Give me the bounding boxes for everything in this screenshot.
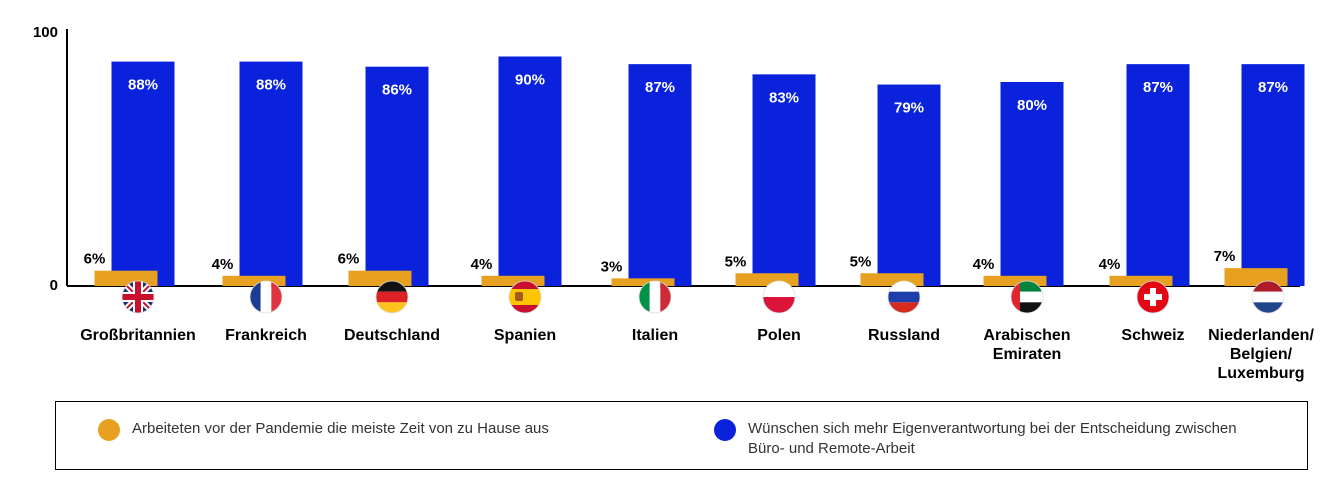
spain-flag-icon: [508, 280, 542, 314]
bar-blue-value-label: 79%: [894, 100, 924, 117]
bar-orange-value-label: 4%: [212, 256, 234, 273]
switzerland-flag-icon: [1136, 280, 1170, 314]
poland-flag-icon: [762, 280, 796, 314]
y-tick-label: 0: [50, 277, 58, 294]
flag-outline: [508, 280, 542, 314]
bar-orange: [94, 270, 158, 286]
chart-bars: 88% 6% 88% 4% 86% 6% 90% 4% 87% 3% 83% 5% 79% 5% 80% 4%…: [84, 56, 1305, 287]
flag-outline: [762, 280, 796, 314]
bar-blue: [111, 61, 175, 286]
uae-flag-icon: [1010, 280, 1044, 314]
flag-outline: [887, 280, 921, 314]
legend-text: Wünschen sich mehr Eigenverantwortung be…: [748, 420, 1237, 457]
bar-blue-value-label: 87%: [645, 79, 675, 96]
category-label: Niederlanden/ Belgien/ Luxemburg: [1208, 327, 1314, 382]
bar-orange: [611, 278, 675, 286]
legend-item-more-autonomy: Wünschen sich mehr Eigenverantwortung be…: [714, 419, 1274, 459]
category-label: Italien: [631, 327, 679, 344]
category-label: Frankreich: [225, 327, 307, 344]
bar-blue: [628, 64, 692, 287]
bar-blue: [877, 84, 941, 286]
bar-blue: [239, 61, 303, 286]
bar-orange-value-label: 4%: [471, 256, 493, 273]
legend: Arbeiteten vor der Pandemie die meiste Z…: [55, 401, 1308, 470]
bar-orange-value-label: 4%: [973, 256, 995, 273]
flag-icons: [121, 280, 1285, 314]
bar-blue: [365, 66, 429, 286]
italy-flag-icon: [638, 280, 672, 314]
bar-orange-value-label: 7%: [1214, 248, 1236, 265]
bar-orange: [1109, 275, 1173, 286]
category-label: Spanien: [493, 327, 557, 344]
bar-blue-value-label: 83%: [769, 89, 799, 106]
category-label: Polen: [757, 327, 801, 344]
united-kingdom-flag-icon: [121, 280, 155, 314]
france-flag-icon: [249, 280, 283, 314]
bar-orange-value-label: 5%: [850, 253, 872, 270]
bar-blue-value-label: 80%: [1017, 97, 1047, 114]
category-label: Russland: [867, 327, 940, 344]
bar-orange-value-label: 3%: [601, 258, 623, 275]
bar-blue: [1241, 64, 1305, 287]
bar-orange-value-label: 6%: [338, 251, 360, 268]
russia-flag-icon: [887, 280, 921, 314]
flag-outline: [1136, 280, 1170, 314]
flag-outline: [638, 280, 672, 314]
bar-blue-value-label: 88%: [128, 77, 158, 94]
bar-orange-value-label: 6%: [84, 251, 106, 268]
bar-blue-value-label: 87%: [1143, 79, 1173, 96]
bar-orange: [1224, 268, 1288, 286]
legend-dot-blue: [714, 419, 736, 441]
flag-outline: [249, 280, 283, 314]
category-label: Arabischen Emiraten: [983, 327, 1071, 363]
flag-outline: [375, 280, 409, 314]
bar-blue: [498, 56, 562, 286]
bar-blue: [1126, 64, 1190, 287]
bar-blue-value-label: 86%: [382, 82, 412, 99]
category-label: Schweiz: [1121, 327, 1185, 344]
germany-flag-icon: [375, 280, 409, 314]
bar-blue: [1000, 82, 1064, 286]
bar-orange-value-label: 5%: [725, 253, 747, 270]
legend-item-home-before-pandemic: Arbeiteten vor der Pandemie die meiste Z…: [98, 419, 549, 441]
category-label: Großbritannien: [80, 327, 196, 344]
bar-orange: [222, 275, 286, 286]
y-tick-label: 100: [33, 24, 58, 41]
bar-blue-value-label: 87%: [1258, 79, 1288, 96]
bar-orange-value-label: 4%: [1099, 256, 1121, 273]
bar-blue-value-label: 90%: [515, 72, 545, 89]
flag-outline: [121, 280, 155, 314]
bar-orange: [983, 275, 1047, 286]
flag-outline: [1010, 280, 1044, 314]
benelux-flag-icon: [1251, 280, 1285, 314]
bar-blue: [752, 74, 816, 286]
category-label: Deutschland: [343, 327, 440, 344]
legend-dot-orange: [98, 419, 120, 441]
legend-text: Arbeiteten vor der Pandemie die meiste Z…: [132, 420, 549, 437]
bar-orange: [348, 270, 412, 286]
bar-orange: [481, 275, 545, 286]
bar-blue-value-label: 88%: [256, 77, 286, 94]
flag-outline: [1251, 280, 1285, 314]
